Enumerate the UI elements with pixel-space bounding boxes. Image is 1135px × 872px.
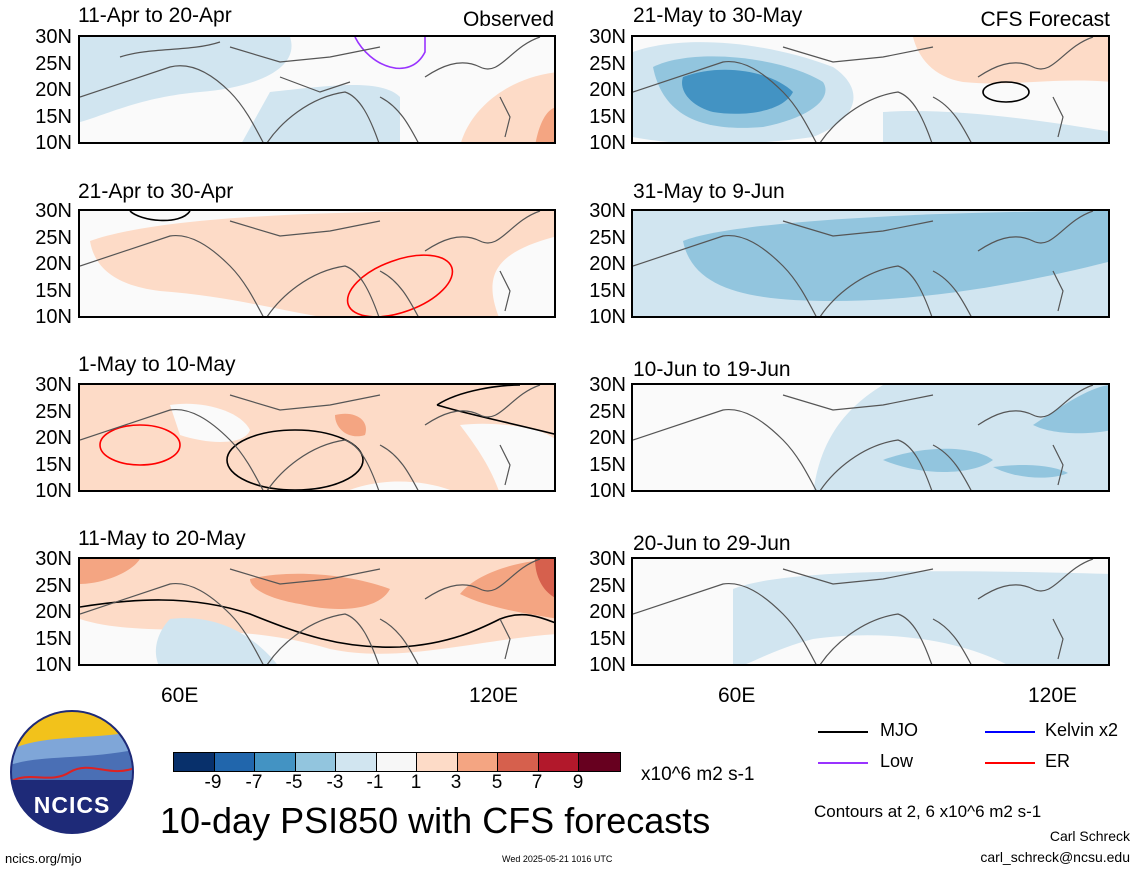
colorbar-swatch-4	[336, 753, 377, 771]
colorbar-swatch-7	[457, 753, 498, 771]
panel-title-fc2: 31-May to 9-Jun	[633, 180, 785, 203]
logo-text: NCICS	[33, 792, 111, 818]
legend-line-mjo	[818, 731, 868, 733]
panel-title-fc1: 21-May to 30-May	[633, 4, 803, 27]
lon-label-right-60e: 60E	[718, 684, 756, 707]
panel-title-fc4: 20-Jun to 29-Jun	[633, 532, 791, 555]
legend-label-er: ER	[1045, 751, 1071, 771]
panel-corner-obs1: Observed	[462, 8, 554, 31]
ncics-logo: NCICS	[10, 710, 134, 834]
legend-line-low	[818, 762, 868, 764]
colorbar-units: x10^6 m2 s-1	[641, 764, 755, 785]
colorbar-swatch-2	[255, 753, 296, 771]
panel-title-fc3: 10-Jun to 19-Jun	[633, 358, 791, 381]
map-panel-obs3	[78, 383, 556, 492]
map-panel-fc1	[631, 35, 1110, 144]
map-panel-obs4	[78, 557, 556, 666]
panel-title-obs1: 11-Apr to 20-Apr	[78, 4, 232, 27]
map-panel-fc3	[631, 383, 1110, 492]
contours-note: Contours at 2, 6 x10^6 m2 s-1	[814, 802, 1042, 821]
author-email: carl_schreck@ncsu.edu	[980, 849, 1130, 865]
colorbar-swatch-3	[295, 753, 336, 771]
map-panel-obs2	[78, 209, 556, 318]
panel-title-obs3: 1-May to 10-May	[78, 353, 236, 376]
panel-title-obs2: 21-Apr to 30-Apr	[78, 180, 234, 203]
legend-line-er	[985, 762, 1035, 764]
colorbar-swatch-10	[579, 753, 620, 771]
main-title: 10-day PSI850 with CFS forecasts	[160, 800, 711, 841]
colorbar-swatch-1	[214, 753, 255, 771]
legend-label-kelvin: Kelvin x2	[1045, 720, 1119, 740]
colorbar-swatch-9	[538, 753, 579, 771]
legend-label-mjo: MJO	[880, 720, 918, 740]
legend-line-kelvin	[985, 731, 1035, 733]
colorbar-swatch-8	[498, 753, 539, 771]
map-panel-fc2	[631, 209, 1110, 318]
timestamp: Wed 2025-05-21 1016 UTC	[502, 854, 613, 864]
legend-label-low: Low	[880, 751, 914, 771]
lon-label-left-120e: 120E	[469, 684, 519, 707]
map-panel-fc4	[631, 557, 1110, 666]
panel-corner-fc1: CFS Forecast	[980, 8, 1110, 31]
panel-title-obs4: 11-May to 20-May	[78, 527, 246, 550]
lon-label-right-120e: 120E	[1028, 684, 1078, 707]
site-link[interactable]: ncics.org/mjo	[5, 851, 82, 866]
colorbar-swatch-5	[376, 753, 417, 771]
lon-label-left-60e: 60E	[161, 684, 199, 707]
author-name: Carl Schreck	[1049, 828, 1130, 844]
colorbar-swatch-0	[174, 753, 215, 771]
colorbar-swatch-6	[417, 753, 458, 771]
colorbar	[173, 752, 621, 772]
map-panel-obs1	[78, 35, 556, 144]
